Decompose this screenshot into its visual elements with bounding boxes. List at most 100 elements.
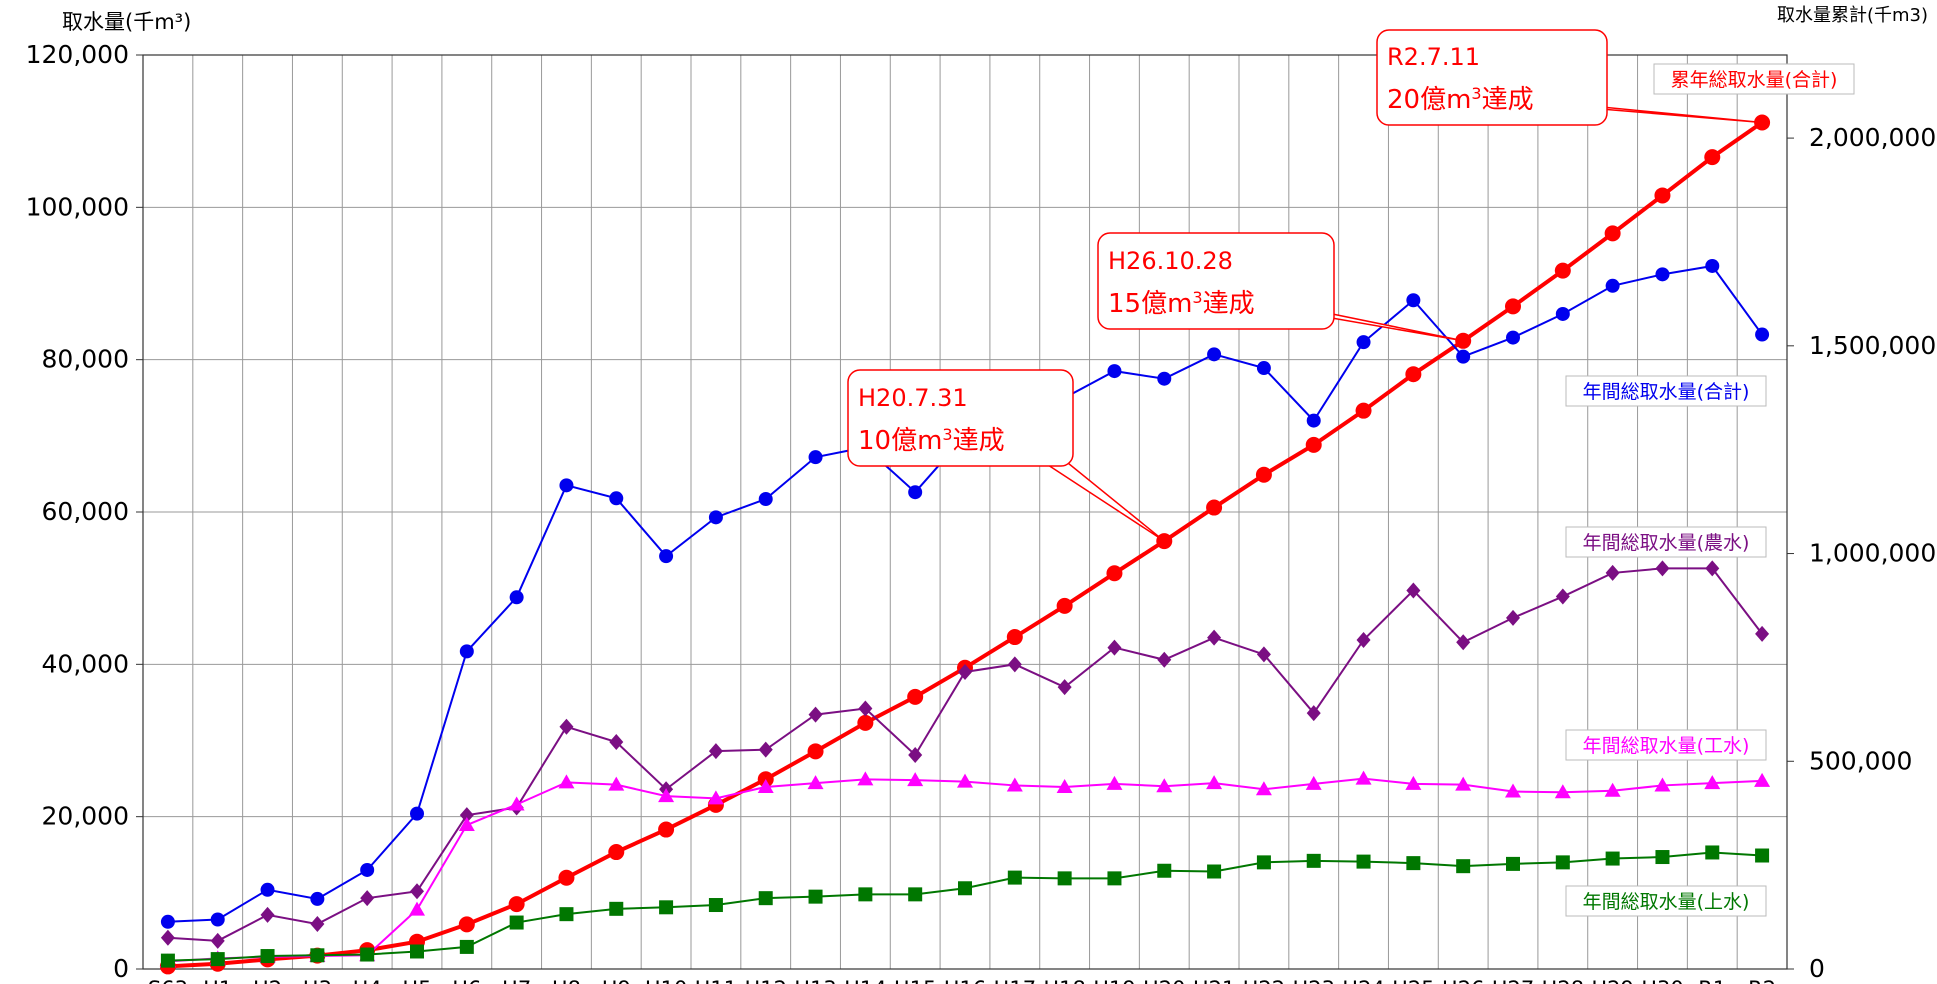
data-point: [1056, 597, 1073, 614]
data-point: [558, 774, 575, 789]
series-line: [167, 264, 1763, 923]
series-label: 年間総取水量(上水): [1583, 891, 1750, 913]
x-tick-label: R1: [1698, 977, 1726, 984]
data-point: [908, 887, 923, 902]
data-point: [1255, 781, 1272, 796]
callout-joint: [1020, 442, 1046, 450]
data-point: [1755, 327, 1770, 342]
data-point: [1107, 639, 1122, 656]
data-point: [210, 952, 225, 967]
data-point: [908, 485, 923, 500]
data-point: [458, 817, 475, 832]
x-tick-label: H17: [994, 977, 1037, 984]
data-point: [1355, 402, 1372, 419]
grid-lines: [142, 54, 1788, 970]
data-point: [1554, 262, 1571, 279]
data-point: [409, 901, 425, 916]
data-point: [808, 706, 823, 723]
callout-date: H20.7.31: [858, 384, 968, 412]
x-tick-label: H25: [1392, 977, 1435, 984]
axes: 0 20,000 40,000 60,000 80,000 100,000 120,000 0…: [26, 40, 1937, 984]
x-tick-label: H4: [353, 977, 382, 984]
data-point: [609, 901, 624, 916]
data-point: [659, 900, 674, 915]
x-tick-label: H19: [1093, 977, 1136, 984]
series-label-box: [1565, 526, 1767, 558]
data-point: [758, 492, 773, 507]
data-point: [1156, 778, 1173, 793]
data-point: [360, 947, 375, 962]
data-point: [1604, 782, 1621, 797]
data-point: [857, 714, 874, 731]
data-point: [1305, 775, 1322, 790]
x-tick-label: H26: [1442, 977, 1485, 984]
data-point: [558, 869, 575, 886]
callout-milestone: 15億m3達成: [1108, 288, 1255, 320]
data-point: [360, 890, 375, 907]
callout-milestone: 10億m3達成: [858, 425, 1005, 457]
left-tick-label: 120,000: [26, 40, 129, 69]
data-point: [1356, 631, 1371, 648]
data-point: [1654, 777, 1671, 792]
callout-date: H26.10.28: [1108, 247, 1233, 275]
series-label: 年間総取水量(工水): [1583, 735, 1750, 757]
data-point: [1605, 278, 1620, 293]
data-point: [1256, 646, 1271, 663]
data-point: [1106, 565, 1123, 582]
data-point: [410, 806, 424, 821]
data-point: [658, 788, 675, 803]
callout-2: H20.7.31 10億m3達成: [847, 369, 1165, 542]
data-point: [1605, 851, 1620, 866]
x-tick-label: H21: [1193, 977, 1236, 984]
data-point: [160, 914, 175, 929]
x-tick-label: H8: [552, 977, 581, 984]
x-tick-label: H28: [1542, 977, 1585, 984]
data-point: [1506, 609, 1520, 626]
callout-joint: [1281, 305, 1307, 313]
x-tick-label: H10: [645, 977, 688, 984]
data-point: [958, 881, 972, 896]
data-point: [1705, 560, 1720, 577]
right-tick-label: 2,000,000: [1809, 123, 1936, 152]
callout-date: R2.7.11: [1387, 43, 1480, 71]
right-tick-label: 500,000: [1809, 746, 1912, 775]
data-point: [1057, 871, 1072, 886]
data-point: [1406, 293, 1421, 308]
data-point: [1555, 306, 1570, 321]
series-label-box: [1653, 63, 1855, 95]
data-point: [1255, 466, 1272, 483]
x-tick-label: H23: [1292, 977, 1335, 984]
data-point: [1207, 347, 1222, 362]
data-point: [1605, 564, 1620, 581]
data-point: [1655, 560, 1670, 577]
data-point: [1356, 854, 1371, 869]
x-tick-label: H9: [602, 977, 631, 984]
callout-box: [1376, 29, 1608, 126]
data-point: [1755, 848, 1770, 863]
x-tick-label: S63: [148, 977, 188, 984]
x-tick-label: H22: [1243, 977, 1286, 984]
x-tick-label: H30: [1641, 977, 1684, 984]
data-point: [559, 718, 574, 735]
data-point: [1405, 775, 1422, 790]
x-tick-label: H24: [1342, 977, 1385, 984]
data-point: [1355, 770, 1372, 785]
data-point: [1207, 864, 1222, 879]
right-tick-label: 1,000,000: [1809, 539, 1936, 568]
data-point: [1006, 777, 1023, 792]
data-point: [310, 948, 325, 963]
data-point: [708, 898, 723, 913]
data-point: [907, 688, 924, 705]
x-tick-label: H15: [894, 977, 937, 984]
data-point: [1256, 361, 1271, 376]
data-point: [1456, 859, 1471, 874]
data-point: [310, 891, 325, 906]
series-label: 累年総取水量(合計): [1671, 69, 1838, 91]
series-line: [167, 777, 1763, 963]
data-point: [659, 549, 674, 564]
data-point: [1107, 871, 1122, 886]
data-point: [360, 862, 375, 877]
data-point: [1106, 775, 1123, 790]
data-point: [1057, 679, 1072, 696]
left-tick-label: 60,000: [42, 497, 129, 526]
